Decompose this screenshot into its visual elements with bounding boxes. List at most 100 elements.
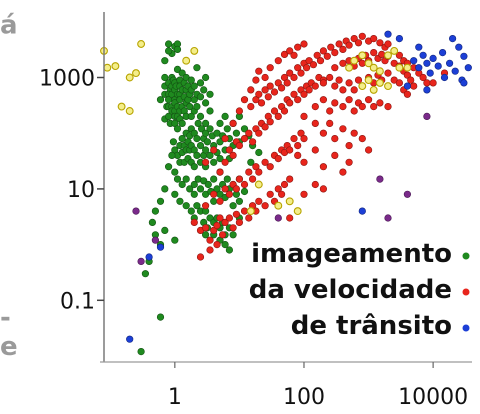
data-point	[261, 86, 269, 94]
data-point	[182, 175, 190, 183]
data-point	[245, 129, 253, 137]
data-point	[216, 214, 224, 222]
data-point	[384, 69, 392, 77]
data-point	[161, 185, 169, 193]
data-point	[339, 59, 347, 67]
data-point	[451, 67, 459, 75]
data-point	[331, 64, 339, 72]
data-point	[186, 102, 194, 111]
data-point	[169, 138, 177, 146]
data-point	[358, 51, 367, 60]
series-1	[190, 32, 449, 261]
data-point	[376, 99, 384, 107]
data-point	[225, 146, 233, 154]
data-point	[186, 185, 194, 193]
data-point	[423, 112, 431, 120]
data-point	[203, 138, 211, 146]
data-point	[294, 151, 302, 159]
data-point	[168, 151, 176, 159]
data-point	[429, 79, 437, 87]
data-point	[247, 86, 255, 94]
data-point	[240, 187, 249, 196]
data-point	[178, 119, 186, 127]
data-point	[221, 112, 229, 120]
data-point	[206, 246, 214, 254]
data-point	[178, 180, 186, 189]
data-point	[132, 207, 140, 215]
data-point	[395, 63, 404, 72]
data-point	[206, 90, 214, 98]
data-point	[206, 125, 214, 133]
data-point	[460, 79, 468, 87]
data-point	[235, 197, 243, 205]
data-point	[223, 175, 231, 183]
data-point	[390, 46, 399, 55]
data-point	[331, 99, 339, 107]
data-point	[221, 241, 229, 249]
data-point	[141, 270, 149, 278]
cropped-left-label-0: á	[0, 10, 18, 40]
legend-label-halo: imageamento	[251, 239, 452, 269]
data-point	[384, 102, 392, 111]
data-points-layer	[100, 30, 472, 356]
data-point	[151, 236, 159, 244]
data-point	[350, 86, 358, 94]
data-point	[257, 99, 266, 107]
data-point	[235, 142, 243, 150]
data-point	[331, 135, 339, 143]
data-point	[294, 142, 302, 150]
data-point	[261, 73, 269, 82]
data-point	[460, 52, 468, 60]
data-point	[161, 226, 169, 234]
data-point	[193, 151, 201, 159]
data-point	[193, 135, 201, 143]
data-point	[221, 218, 229, 226]
data-point	[210, 190, 218, 198]
data-point	[196, 112, 205, 120]
data-point	[339, 168, 347, 176]
data-point	[249, 175, 257, 183]
data-point	[274, 112, 282, 120]
data-point	[311, 102, 319, 111]
data-point	[255, 148, 263, 157]
data-point	[274, 201, 283, 210]
data-point	[216, 138, 224, 146]
data-point	[156, 96, 165, 104]
y-tick-label: 0.1	[60, 289, 95, 314]
data-point	[407, 76, 415, 84]
data-point	[339, 102, 347, 111]
data-point	[286, 146, 294, 154]
data-point	[378, 50, 386, 59]
data-point	[370, 102, 378, 111]
series-0	[137, 40, 263, 356]
legend-label: de trânsito	[291, 311, 452, 341]
data-point	[280, 107, 289, 115]
data-point	[300, 90, 308, 98]
data-point	[345, 79, 353, 87]
data-point	[303, 64, 311, 72]
legend-marker	[462, 324, 470, 332]
data-point	[193, 202, 201, 210]
data-point	[216, 119, 224, 127]
data-point	[202, 129, 210, 137]
data-point	[190, 218, 198, 226]
data-point	[274, 155, 282, 163]
data-point	[403, 82, 412, 90]
data-point	[245, 214, 253, 222]
data-point	[403, 90, 412, 98]
data-point	[196, 253, 205, 261]
x-tick-label: 10000	[398, 385, 468, 410]
data-point	[202, 224, 210, 232]
data-point	[194, 119, 202, 127]
data-point	[264, 93, 272, 101]
series-4	[132, 112, 431, 266]
data-point	[266, 190, 274, 198]
data-point	[165, 47, 173, 55]
data-point	[311, 119, 319, 127]
data-point	[151, 207, 159, 215]
x-tick-label: 100	[283, 385, 325, 410]
data-point	[335, 76, 343, 84]
data-point	[350, 56, 359, 65]
data-point	[300, 190, 308, 198]
x-tick-label: 1	[168, 385, 182, 410]
